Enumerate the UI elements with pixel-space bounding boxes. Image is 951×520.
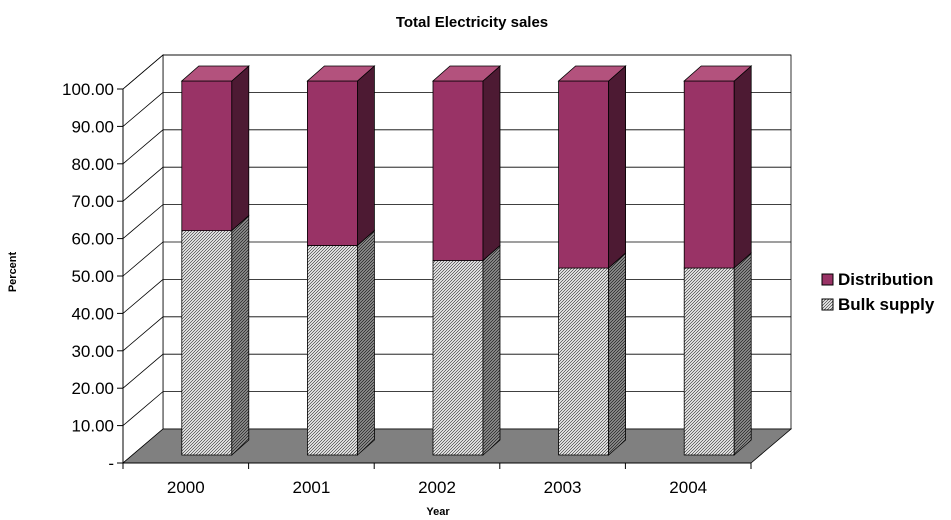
x-tick-label-2001: 2001 xyxy=(292,478,330,497)
bar-front xyxy=(558,267,609,456)
legend-label: Distribution xyxy=(838,270,933,289)
bar-top xyxy=(431,65,502,82)
y-tick-label: 30.00 xyxy=(71,342,114,361)
bar-top xyxy=(557,65,627,82)
y-tick-label: 100.00 xyxy=(62,80,114,99)
bar-front xyxy=(306,80,358,246)
legend-item-distribution: Distribution xyxy=(821,270,933,289)
x-tick-label-2004: 2004 xyxy=(669,478,707,497)
y-tick-label: - xyxy=(108,454,114,473)
y-tick-label: 20.00 xyxy=(71,379,114,398)
x-tick-label-2002: 2002 xyxy=(418,478,456,497)
y-tick-label: 80.00 xyxy=(71,155,114,174)
y-axis-ticks: - 10.00 20.00 30.00 40.00 50.00 60.00 70.00 80.0… xyxy=(62,80,123,473)
bar-segment-distribution-2000 xyxy=(180,65,250,232)
x-axis-ticks: 2000 2001 2002 2003 2004 xyxy=(122,463,752,497)
y-tick-label: 50.00 xyxy=(71,267,114,286)
legend-swatch xyxy=(821,273,834,286)
legend-label: Bulk supply xyxy=(838,295,935,314)
bar-side xyxy=(608,65,626,269)
y-tick-label: 70.00 xyxy=(71,192,114,211)
bar-side xyxy=(608,252,626,456)
bar-front xyxy=(306,245,358,456)
bar-segment-distribution-2003 xyxy=(557,65,627,269)
gridline xyxy=(122,54,791,90)
x-tick-label-2003: 2003 xyxy=(544,478,582,497)
bar-side xyxy=(733,252,752,456)
bar-side xyxy=(356,229,375,456)
legend: Distribution Bulk supply xyxy=(821,270,935,314)
bars xyxy=(180,65,753,456)
x-axis-title: Year xyxy=(426,506,450,518)
bar-front xyxy=(432,260,484,456)
bar-side xyxy=(482,65,501,262)
bar-front xyxy=(181,230,233,456)
bar-top xyxy=(180,65,250,82)
bar-segment-bulk-supply-2001 xyxy=(306,229,375,456)
y-tick-label: 40.00 xyxy=(71,304,114,323)
bar-side xyxy=(231,65,250,232)
bar-front xyxy=(683,80,735,269)
bar-front xyxy=(181,80,233,232)
legend-swatch xyxy=(821,298,834,311)
bar-segment-bulk-supply-2000 xyxy=(181,214,250,456)
bar-front xyxy=(558,80,609,269)
bar-top xyxy=(306,65,376,82)
bar-side xyxy=(231,214,250,456)
bar-segment-distribution-2004 xyxy=(683,65,753,269)
bar-segment-bulk-supply-2004 xyxy=(683,252,752,456)
x-tick-label-2000: 2000 xyxy=(167,478,205,497)
bar-side xyxy=(733,65,752,269)
legend-item-bulk-supply: Bulk supply xyxy=(821,295,935,314)
chart-title: Total Electricity sales xyxy=(396,14,548,31)
y-tick-label: 60.00 xyxy=(71,230,114,249)
bar-segment-distribution-2001 xyxy=(306,65,376,247)
bar-segment-bulk-supply-2003 xyxy=(558,252,626,456)
bar-side xyxy=(356,65,375,247)
bar-side xyxy=(482,244,501,456)
y-axis-title: Percent xyxy=(7,251,19,292)
bar-top xyxy=(683,65,753,82)
y-tick-label: 10.00 xyxy=(71,417,114,436)
bar-segment-bulk-supply-2002 xyxy=(432,244,501,456)
bar-front xyxy=(432,80,484,261)
bar-segment-distribution-2002 xyxy=(431,65,502,262)
y-tick-label: 90.00 xyxy=(71,117,114,136)
bar-front xyxy=(683,267,735,456)
